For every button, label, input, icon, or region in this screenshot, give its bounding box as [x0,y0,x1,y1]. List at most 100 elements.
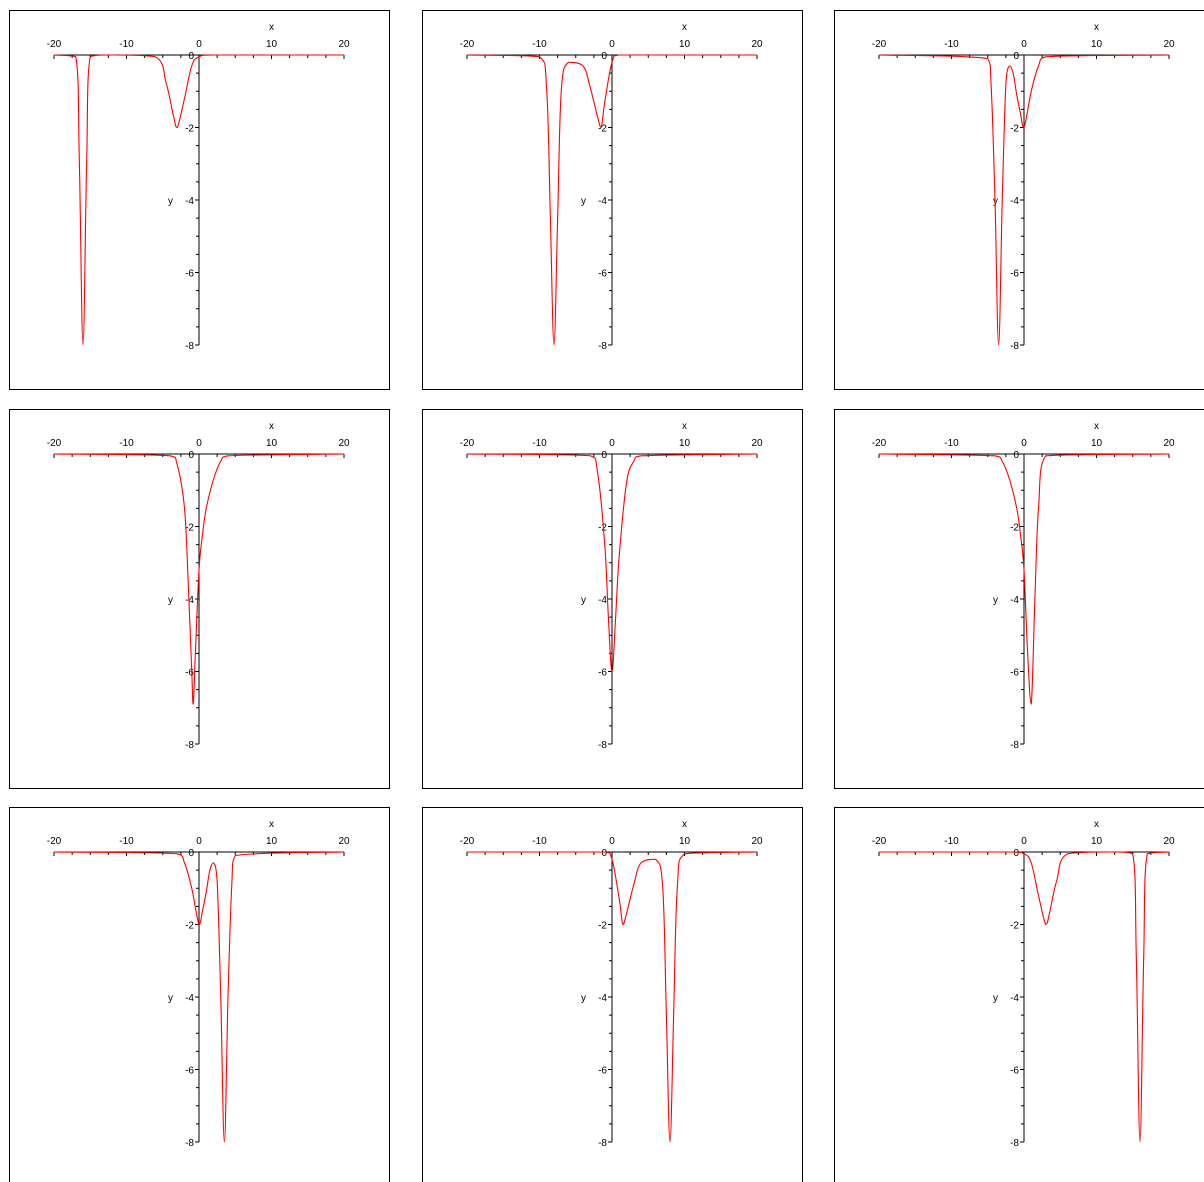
y-tick-label: -4 [185,993,194,1004]
y-tick-label: 0 [1013,51,1019,62]
y-axis-label: y [581,196,586,207]
x-tick-label: -10 [119,438,134,449]
series-line-1 [53,54,344,346]
panel-frame [834,807,1204,1182]
y-tick-label: -2 [1010,523,1019,534]
y-tick-label: -6 [185,1066,194,1077]
y-axis-label: y [581,595,586,606]
x-tick-label: -20 [47,836,62,847]
x-tick-label: 0 [1021,836,1027,847]
y-tick-label: -8 [185,341,194,352]
y-tick-label: 0 [601,450,607,461]
x-axis-label: x [1094,819,1099,830]
x-tick-label: -20 [460,438,475,449]
x-tick-label: -20 [460,836,475,847]
y-tick-label: 0 [188,450,194,461]
x-tick-label: 0 [1021,438,1027,449]
series-line-1 [879,851,1170,1143]
x-tick-label: 20 [1163,438,1175,449]
y-tick-label: -6 [598,1066,607,1077]
y-tick-label: 0 [601,51,607,62]
y-axis-label: y [168,196,173,207]
y-tick-label: -4 [598,196,607,207]
panel-frame [834,409,1204,789]
x-tick-label: -20 [872,39,887,50]
y-tick-label: -8 [185,740,194,751]
y-tick-label: -2 [1010,124,1019,135]
x-tick-label: -10 [944,438,959,449]
x-tick-label: 20 [338,836,350,847]
y-tick-label: -4 [598,595,607,606]
y-axis-label: y [993,993,998,1004]
x-axis-label: x [682,22,687,33]
x-axis-label: x [1094,421,1099,432]
chart-panel-2: 0 -2 -4 -6 -8 y -20 -10 0 10 20 x [422,10,803,390]
x-axis-label: x [682,819,687,830]
y-tick-label: -2 [598,124,607,135]
chart-panel-1: 0 -2 -4 -6 -8 y -20 -10 0 10 20 x [9,10,390,390]
y-tick-label: -8 [185,1138,194,1149]
x-tick-label: -20 [47,39,62,50]
x-axis-label: x [269,421,274,432]
x-tick-label: -10 [119,39,134,50]
y-axis-label: y [581,993,586,1004]
y-axis-label: y [168,595,173,606]
panel-frame [834,10,1204,390]
x-tick-label: 0 [609,39,615,50]
y-axis-label: y [168,993,173,1004]
x-tick-label: 20 [338,39,350,50]
y-tick-label: -4 [185,196,194,207]
y-tick-label: -6 [598,269,607,280]
x-tick-label: 0 [196,438,202,449]
x-tick-label: 20 [1163,836,1175,847]
y-tick-label: -2 [598,523,607,534]
x-tick-label: 10 [679,836,691,847]
x-tick-label: -10 [532,39,547,50]
chart-panel-3: 0-2-4-6-8y-20 -10 0 10 20x [834,10,1204,390]
x-tick-label: -20 [460,39,475,50]
y-tick-label: -8 [598,740,607,751]
x-axis-label: x [269,22,274,33]
x-tick-label: -10 [944,836,959,847]
y-tick-label: -4 [1010,595,1019,606]
chart-panel-8: 0 -2 -4 -6 -8 y -20 -10 0 10 20 x [422,807,803,1182]
y-axis-label: y [993,595,998,606]
x-tick-label: 10 [679,438,691,449]
x-tick-label: 0 [609,836,615,847]
x-tick-label: 0 [1021,39,1027,50]
x-tick-label: 20 [338,438,350,449]
y-tick-label: -6 [1010,1066,1019,1077]
series-line-1 [878,54,1170,346]
x-tick-label: 0 [196,39,202,50]
series-line-1 [466,54,757,346]
y-tick-label: -8 [598,1138,607,1149]
chart-panel-5: 0 -2 -4 -6 -8 y -20 -10 0 10 20 x [422,409,803,789]
y-tick-label: -6 [598,668,607,679]
series-line-1 [467,851,758,1143]
x-tick-label: -20 [872,438,887,449]
series-line-1 [466,453,758,673]
x-tick-label: -10 [944,39,959,50]
chart-panel-6: 0 -2 -4 -6 -8 y -20 -10 0 10 20 x [834,409,1204,789]
y-tick-label: -4 [185,595,194,606]
series-line-1 [53,851,345,1143]
x-tick-label: 10 [679,39,691,50]
y-tick-label: -4 [1010,993,1019,1004]
y-tick-label: 0 [1013,450,1019,461]
x-tick-label: 10 [1091,39,1103,50]
x-tick-label: 20 [1163,39,1175,50]
x-tick-label: 10 [1091,836,1103,847]
x-tick-label: 20 [751,438,763,449]
y-tick-label: -6 [185,668,194,679]
y-tick-label: 0 [188,51,194,62]
y-tick-label: 0 [1013,848,1019,859]
chart-panel-9: 0 -2 -4 -6 -8 y -20 -10 0 10 20 x [834,807,1204,1182]
y-tick-label: -8 [598,341,607,352]
y-tick-label: -6 [1010,269,1019,280]
x-tick-label: -10 [532,438,547,449]
x-tick-label: 10 [266,39,278,50]
x-axis-label: x [682,421,687,432]
y-tick-label: -2 [185,921,194,932]
x-tick-label: 10 [266,438,278,449]
series-line-1 [878,453,1170,705]
